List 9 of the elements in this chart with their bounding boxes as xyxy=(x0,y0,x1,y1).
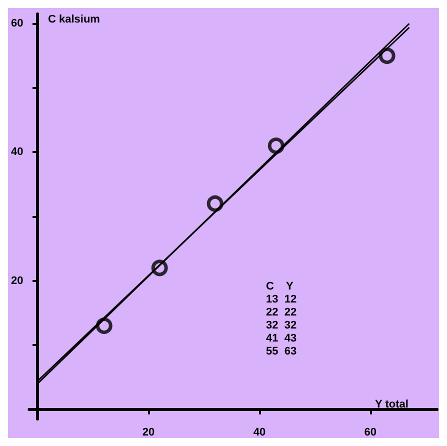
y-tick-label: 60 xyxy=(10,18,24,30)
y-tick-label: 40 xyxy=(10,146,24,158)
x-tick-label: 40 xyxy=(253,426,266,438)
y-axis-title: C kalsium xyxy=(48,14,100,26)
y-tick-label: 20 xyxy=(10,274,24,287)
x-tick-label: 60 xyxy=(364,426,377,438)
x-axis-title: Y total xyxy=(375,398,408,410)
x-tick-label: 20 xyxy=(142,426,155,438)
annotation: C Y 13 12 22 22 32 32 41 43 55 63 xyxy=(266,280,297,358)
